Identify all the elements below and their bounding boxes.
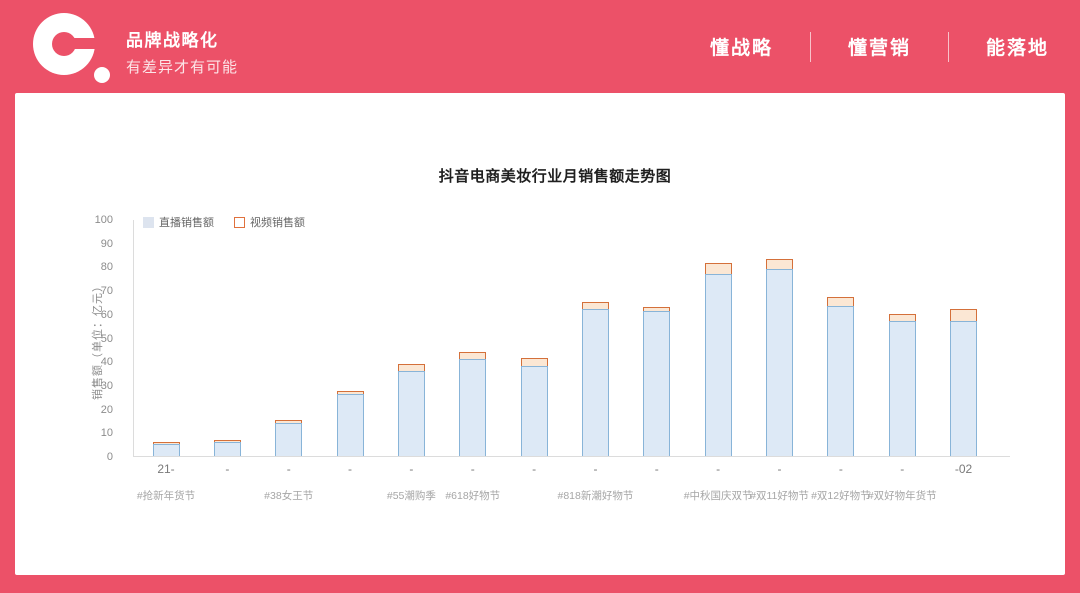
y-axis-tick-label: 10 [100, 427, 113, 440]
bar-live-segment [766, 268, 793, 456]
stacked-bar-6 [459, 351, 487, 456]
stacked-bar-5 [397, 363, 425, 456]
brand-title: 品牌战略化 [126, 31, 219, 50]
bar-video-segment [704, 262, 732, 274]
bar-live-segment [520, 365, 548, 456]
bar-live-segment [213, 441, 241, 456]
bar-live-segment [459, 358, 487, 456]
brand-text: 品牌战略化 有差异才有可能 [126, 26, 238, 77]
x-axis-tick-label: - [654, 462, 659, 476]
bar-video-segment [275, 420, 303, 423]
stacked-bar-12 [827, 297, 855, 456]
stacked-bar-1 [152, 442, 180, 456]
x-axis-tick-label: - [225, 462, 230, 476]
y-axis-tick-label: 50 [100, 332, 113, 345]
stacked-bar-7 [520, 357, 548, 456]
x-axis-tick-label: -02 [954, 462, 973, 476]
stacked-bar-9 [643, 306, 671, 456]
legend-swatch-video-icon [234, 216, 245, 228]
y-axis-tick-label: 90 [100, 237, 113, 250]
x-axis-tick-label: - [593, 462, 598, 476]
festival-annotation: #38女王节 [264, 490, 314, 502]
legend-swatch-live-icon [143, 216, 154, 228]
bar-live-segment [581, 309, 609, 456]
festival-annotation: #双12好物节 [811, 490, 871, 502]
bar-live-segment [704, 273, 732, 456]
x-axis-tick-label: - [900, 462, 905, 476]
bar-video-segment [581, 301, 609, 310]
festival-annotation: #818新潮好物节 [557, 490, 634, 502]
x-axis-tick-label: - [838, 462, 843, 476]
x-axis-tick-label: - [777, 462, 782, 476]
festival-annotation: #双11好物节 [750, 490, 809, 502]
stacked-bar-10 [704, 262, 732, 456]
chart-legend: 直播销售额 视频销售额 [143, 214, 305, 230]
x-axis-tick-label: - [470, 462, 475, 476]
stacked-bar-2 [213, 439, 241, 456]
y-axis-tick-label: 80 [100, 261, 113, 274]
bar-live-segment [397, 370, 425, 456]
stacked-bar-13 [888, 313, 916, 456]
bar-video-segment [336, 390, 364, 395]
brand-subtitle: 有差异才有可能 [126, 59, 239, 76]
bar-video-segment [520, 357, 548, 366]
x-axis-tick-label: - [532, 462, 537, 476]
y-axis-tick-label: 30 [100, 379, 113, 392]
bar-live-segment [888, 320, 916, 456]
legend-item-video: 视频销售额 [234, 214, 305, 230]
bar-video-segment [213, 439, 241, 442]
chart-title: 抖音电商美妆行业月销售额走势图 [438, 168, 672, 185]
bar-video-segment [459, 351, 487, 359]
brand-logo-icon [33, 11, 111, 85]
stacked-bar-4 [336, 390, 364, 456]
bar-video-segment [397, 363, 425, 371]
bar-live-segment [950, 320, 978, 456]
logo-e-dot [94, 67, 110, 83]
legend-label-video: 视频销售额 [250, 217, 305, 229]
slogan-strategy: 懂战略 [709, 38, 773, 59]
legend-item-live: 直播销售额 [143, 214, 214, 230]
bar-live-segment [275, 422, 303, 456]
festival-annotation: #618好物节 [445, 490, 501, 502]
x-axis-tick-label: - [716, 462, 721, 476]
festival-annotation: #中秋国庆双节 [683, 490, 753, 502]
y-axis-tick-label: 60 [100, 308, 113, 321]
festival-annotation: #抢新年货节 [136, 490, 196, 502]
bar-live-segment [336, 394, 364, 456]
slogan-divider [947, 31, 949, 62]
festival-annotation: #双好物年货节 [867, 490, 937, 502]
y-axis-tick-label: 100 [94, 214, 113, 226]
festival-annotation: #55潮购季 [386, 490, 436, 502]
plot-area: 21- - - - - - - - - - - - - -02 #抢新年货节 #38女王节 #55潮购季 #618… [133, 220, 1010, 502]
bar-video-segment [152, 442, 180, 444]
logo-e-slot [64, 38, 95, 49]
bar-video-segment [766, 259, 793, 269]
x-axis-tick-label: 21- [157, 462, 175, 476]
bar-video-segment [827, 297, 855, 306]
y-axis-tick-label: 0 [106, 451, 113, 463]
legend-label-live: 直播销售额 [159, 217, 214, 229]
bar-live-segment [827, 305, 855, 456]
y-axis-tick-label: 70 [100, 285, 113, 298]
slogan-execution: 能落地 [985, 38, 1049, 59]
stacked-bar-11 [766, 259, 793, 456]
slide-header: 品牌战略化 有差异才有可能 懂战略 懂营销 能落地 [0, 0, 1080, 93]
x-axis-tick-label: - [409, 462, 414, 476]
bar-live-segment [643, 311, 671, 456]
chart-card: 抖音电商美妆行业月销售额走势图 销售额（单位：亿元） 直播销售额 视频销售额 2… [15, 93, 1065, 575]
y-axis-tick-label: 20 [100, 403, 113, 416]
bar-video-segment [950, 309, 978, 321]
x-axis-tick-label: - [286, 462, 291, 476]
slogan-marketing: 懂营销 [847, 38, 911, 59]
header-slogans: 懂战略 懂营销 能落地 [673, 0, 1049, 93]
stacked-bar-8 [581, 301, 609, 456]
bar-live-segment [152, 443, 180, 456]
stacked-bar-14 [950, 309, 978, 456]
y-axis-tick-label: 40 [100, 356, 113, 369]
x-axis-tick-label: - [348, 462, 353, 476]
bar-video-segment [888, 313, 916, 321]
stacked-bar-3 [275, 420, 303, 456]
bar-video-segment [643, 306, 671, 312]
slogan-divider [809, 31, 811, 62]
